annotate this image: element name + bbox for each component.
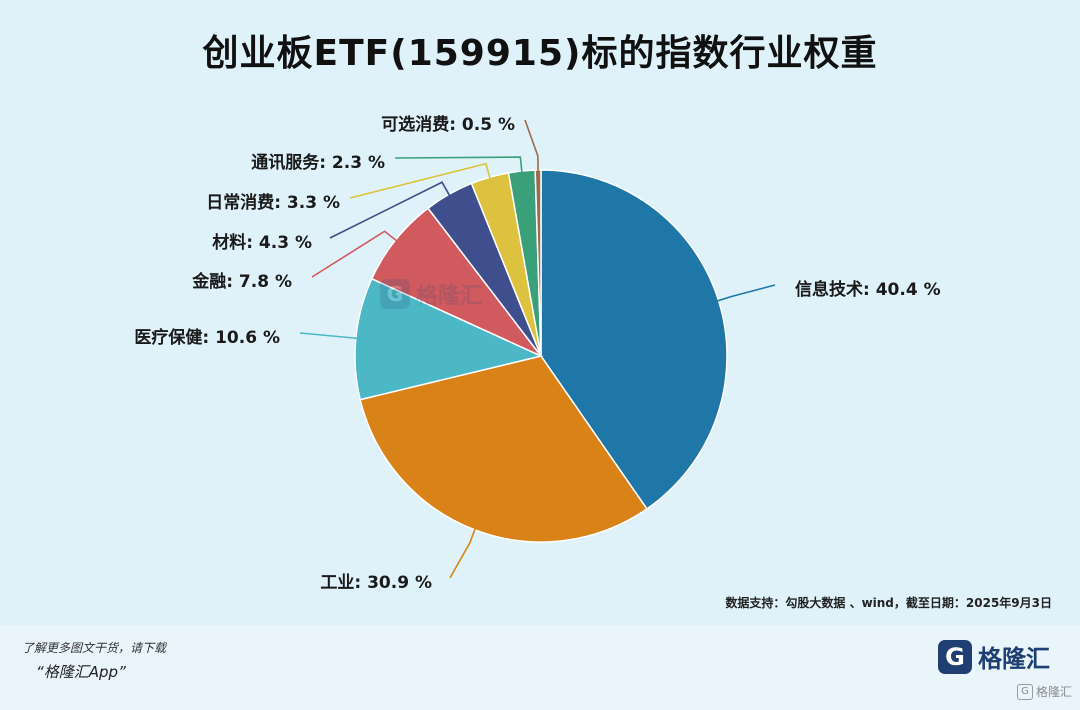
slice-label-5: 日常消费: 3.3 % bbox=[206, 192, 340, 213]
leader-line-5 bbox=[349, 162, 495, 199]
brand-name: 格隆汇 bbox=[978, 645, 1050, 673]
chart-card: 创业板ETF(159915)标的指数行业权重 信息技术: 40.4 % 工业: 3… bbox=[134, 33, 1052, 610]
slice-label-6: 通讯服务: 2.3 % bbox=[251, 152, 385, 173]
pie-chart: 信息技术: 40.4 % 工业: 30.9 % 医疗保健: 10.6 % 金融: 7.… bbox=[134, 114, 941, 593]
chart-title: 创业板ETF(159915)标的指数行业权重 bbox=[202, 33, 878, 74]
leader-line-7 bbox=[524, 119, 540, 185]
slice-label-0: 信息技术: 40.4 % bbox=[795, 279, 941, 300]
leader-line-1 bbox=[449, 515, 481, 579]
slice-label-7: 可选消费: 0.5 % bbox=[381, 114, 515, 135]
slice-label-3: 金融: 7.8 % bbox=[191, 271, 292, 292]
corner-watermark-text: 格隆汇 bbox=[1035, 685, 1072, 699]
leader-line-2 bbox=[299, 332, 371, 341]
footer: 了解更多图文干货，请下载 “格隆汇App” G 格隆汇 G 格隆汇 bbox=[0, 625, 1080, 710]
promo-line: 了解更多图文干货，请下载 bbox=[22, 641, 167, 655]
brand-logo-icon: G bbox=[938, 639, 972, 674]
slice-label-4: 材料: 4.3 % bbox=[212, 232, 312, 253]
data-source-note: 数据支持：勾股大数据 、wind，截至日期：2025年9月3日 bbox=[725, 596, 1052, 610]
corner-watermark: G 格隆汇 bbox=[1016, 683, 1072, 700]
leader-line-4 bbox=[329, 181, 457, 239]
brand-logo[interactable]: G 格隆汇 bbox=[938, 639, 1050, 674]
leader-line-3 bbox=[311, 230, 408, 278]
leader-line-0 bbox=[704, 284, 776, 306]
leader-line-6 bbox=[394, 156, 525, 186]
slice-label-2: 医疗保健: 10.6 % bbox=[134, 327, 280, 348]
promo-app-name: “格隆汇App” bbox=[36, 663, 126, 681]
slice-label-1: 工业: 30.9 % bbox=[320, 573, 432, 593]
corner-watermark-icon: G bbox=[1016, 683, 1033, 700]
